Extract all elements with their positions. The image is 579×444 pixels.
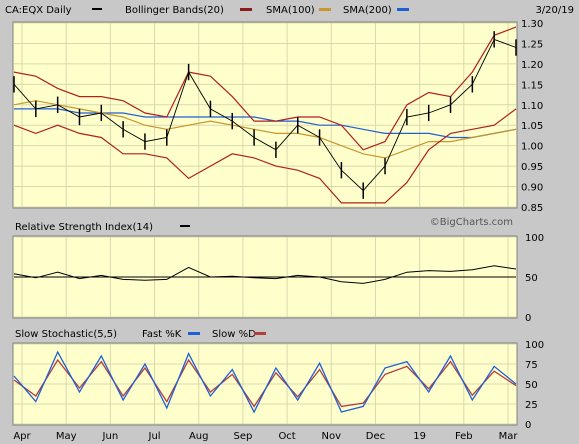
- price-tick-label: 1.30: [521, 19, 543, 30]
- slow-d-label: Slow %D: [212, 329, 256, 340]
- bollinger-lower-line: [13, 108, 517, 204]
- fast-k-line: [13, 350, 517, 414]
- stochastic-tick-label: 0: [525, 420, 531, 431]
- month-label: Apr: [13, 431, 31, 442]
- rsi-tick-label: 100: [525, 233, 544, 244]
- slow-d-swatch: [254, 332, 266, 335]
- month-label: 19: [413, 431, 426, 442]
- price-tick-label: 1.10: [521, 101, 543, 112]
- fast-k-swatch: [188, 332, 200, 335]
- stochastic-tick-label: 50: [525, 380, 538, 391]
- rsi-title: Relative Strength Index(14): [15, 222, 153, 233]
- month-label: Dec: [366, 431, 385, 442]
- month-label: Feb: [455, 431, 473, 442]
- legend-sma200-swatch: [397, 8, 409, 11]
- price-grid: [14, 22, 516, 208]
- watermark: ©BigCharts.com: [430, 217, 513, 228]
- month-label: Jul: [148, 431, 161, 442]
- month-label: May: [56, 431, 77, 442]
- month-label: Oct: [278, 431, 295, 442]
- fast-k-label: Fast %K: [142, 329, 182, 340]
- stochastic-tick-label: 75: [525, 360, 538, 371]
- legend-sma100-swatch: [319, 8, 331, 11]
- month-label: Aug: [189, 431, 209, 442]
- month-label: Mar: [499, 431, 519, 442]
- rsi-tick-label: 50: [525, 273, 538, 284]
- price-tick-label: 1.00: [521, 142, 543, 153]
- rsi-line: [13, 265, 517, 284]
- sma100-line: [13, 100, 517, 159]
- month-label: Nov: [322, 431, 342, 442]
- x-axis-months: Apr May Jun Jul Aug Sep Oct Nov Dec 19 Feb Mar: [13, 431, 518, 442]
- price-series-group: [13, 26, 517, 204]
- price-tick-label: 1.15: [521, 80, 543, 91]
- price-tick-label: 0.95: [521, 162, 543, 173]
- month-label: Jun: [102, 431, 119, 442]
- stochastic-y-axis: 100 75 50 25 0: [525, 340, 544, 431]
- month-label: Sep: [233, 431, 252, 442]
- price-panel: [12, 21, 518, 209]
- price-tick-label: 1.05: [521, 121, 543, 132]
- stochastic-tick-label: 25: [525, 400, 538, 411]
- legend-bollinger-swatch: [240, 8, 252, 11]
- legend-sma100-label: SMA(100): [266, 5, 315, 16]
- price-tick-label: 0.85: [521, 203, 543, 214]
- price-tick-label: 0.90: [521, 183, 543, 194]
- legend-sma200-label: SMA(200): [343, 5, 392, 16]
- rsi-tick-label: 0: [525, 313, 531, 324]
- price-tick-label: 1.20: [521, 60, 543, 71]
- price-tick-label: 1.25: [521, 39, 543, 50]
- symbol-label: CA:EQX Daily: [5, 5, 72, 16]
- rsi-legend-swatch: [180, 225, 190, 227]
- price-y-axis: 1.30 1.25 1.20 1.15 1.10 1.05 1.00 0.95 0.90 0.85: [521, 19, 543, 214]
- bollinger-upper-line: [13, 26, 517, 151]
- legend-bollinger-label: Bollinger Bands(20): [125, 5, 224, 16]
- price-line: [13, 38, 517, 192]
- date-label: 3/20/19: [535, 5, 574, 16]
- stochastic-series-group: [13, 350, 517, 414]
- price-legend-swatch: [92, 8, 102, 10]
- rsi-y-axis: 100 50 0: [525, 233, 544, 324]
- sma200-line: [14, 108, 517, 139]
- rsi-series-group: [13, 265, 517, 284]
- stochastic-tick-label: 100: [525, 340, 544, 351]
- stochastic-title: Slow Stochastic(5,5): [15, 329, 117, 340]
